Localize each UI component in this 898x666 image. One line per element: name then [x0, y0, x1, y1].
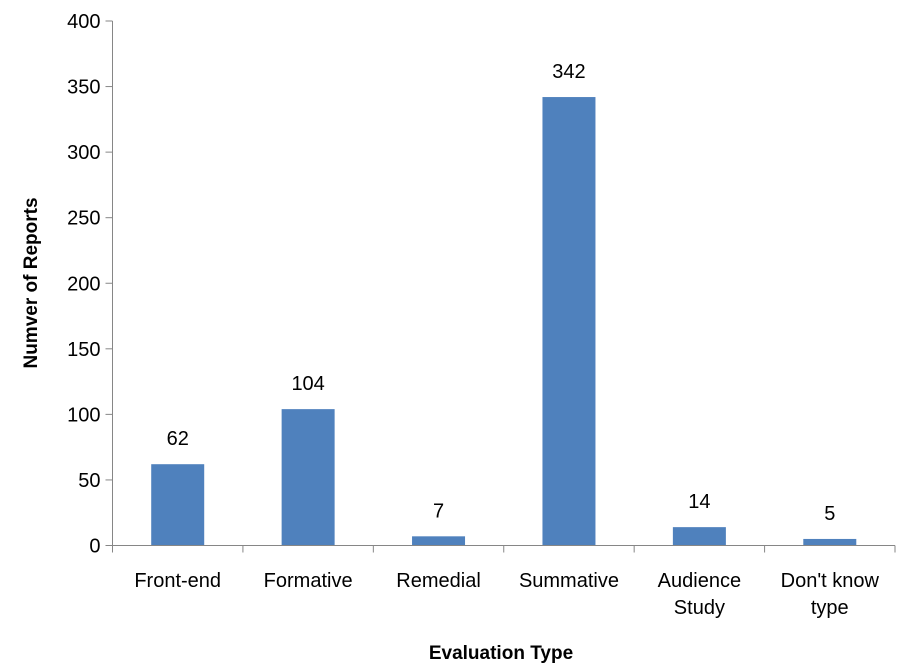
y-tick-label: 250 — [67, 208, 100, 230]
data-label: 5 — [824, 503, 835, 525]
bar — [803, 538, 857, 546]
bar — [412, 536, 466, 546]
bars — [151, 97, 857, 546]
y-tick-label: 300 — [67, 142, 100, 164]
x-tick-label: Audience Study — [658, 570, 741, 619]
y-tick-label: 100 — [67, 404, 100, 426]
data-labels: 62 104 7 342 14 5 — [167, 61, 836, 525]
data-label: 7 — [433, 500, 444, 522]
x-tick-label: Front-end — [134, 570, 221, 592]
y-axis-title: Numver of Reports — [21, 197, 42, 368]
x-axis-labels: Front-end Formative Remedial Summative Audie… — [134, 570, 879, 619]
data-label: 342 — [552, 61, 585, 83]
y-tick-label: 150 — [67, 339, 100, 361]
x-tick-label: Don't know type — [781, 570, 880, 619]
bar — [151, 464, 205, 546]
bar — [672, 527, 726, 546]
data-label: 14 — [688, 491, 710, 513]
y-tick-label: 200 — [67, 273, 100, 295]
y-tick-label: 350 — [67, 77, 100, 99]
y-axis-ticks: 0 50 100 150 200 250 300 350 400 — [67, 11, 896, 558]
x-tick-label: Summative — [519, 570, 619, 592]
data-label: 104 — [291, 373, 324, 395]
y-tick-label: 400 — [67, 11, 100, 33]
x-tick-label: Remedial — [396, 570, 480, 592]
x-tick-label: Formative — [264, 570, 353, 592]
bar — [281, 409, 335, 546]
x-axis-title: Evaluation Type — [429, 643, 573, 664]
bar — [542, 97, 596, 546]
data-label: 62 — [167, 428, 189, 450]
y-tick-label: 0 — [89, 536, 100, 558]
y-tick-label: 50 — [78, 470, 100, 492]
